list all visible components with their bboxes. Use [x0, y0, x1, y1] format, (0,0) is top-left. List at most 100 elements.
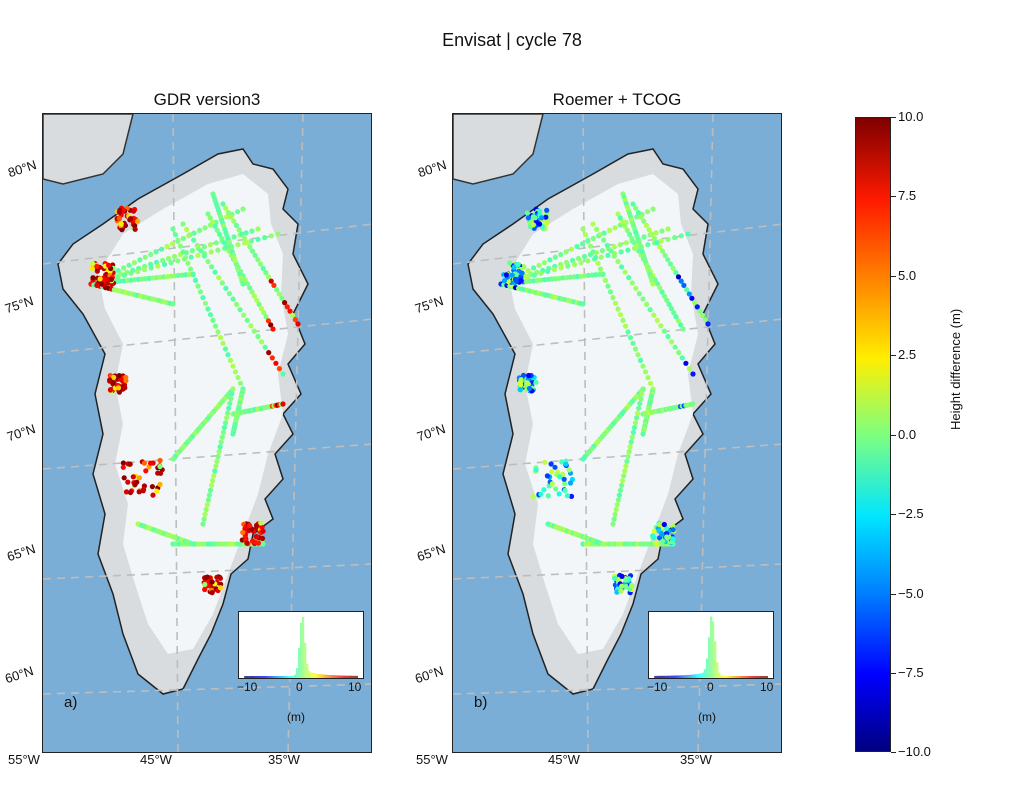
track-point: [237, 307, 243, 313]
track-point: [155, 263, 161, 269]
cluster-point: [111, 374, 117, 380]
track-point: [694, 304, 700, 310]
track-point: [164, 243, 170, 250]
track-point: [647, 307, 653, 313]
colorbar-tick-2-5: 2.5: [898, 347, 917, 362]
track-point: [295, 321, 301, 327]
track-point: [645, 209, 651, 215]
cluster-point: [154, 488, 160, 494]
track-point: [187, 232, 193, 238]
cluster-point: [116, 373, 122, 379]
cluster-point: [549, 469, 555, 475]
lat-label-80-b: 80°N: [416, 157, 449, 181]
track-point: [235, 375, 241, 381]
track-point: [579, 241, 585, 247]
track-point: [617, 242, 623, 248]
histogram-bar: [281, 676, 284, 678]
cluster-point: [556, 474, 563, 480]
track-point: [248, 323, 254, 329]
track-point: [705, 321, 711, 327]
inset-a-unit: (m): [287, 710, 305, 724]
track-point: [619, 482, 625, 488]
track-point: [216, 449, 222, 455]
histogram-bar: [306, 663, 309, 678]
histogram-bar: [310, 672, 313, 678]
track-point: [536, 262, 542, 268]
cluster-point: [250, 538, 256, 544]
track-point: [266, 350, 272, 356]
track-point: [612, 300, 619, 306]
track-point: [702, 317, 708, 323]
histogram-bar: [283, 676, 286, 678]
cluster-point: [202, 581, 208, 588]
histogram-bar: [289, 676, 292, 678]
histogram-bar: [728, 676, 731, 678]
track-point: [612, 225, 618, 231]
cluster-point: [561, 476, 567, 482]
track-point: [190, 272, 196, 278]
cluster-point: [623, 577, 629, 583]
histogram-bar: [761, 676, 764, 678]
track-point: [221, 240, 227, 246]
track-point: [628, 439, 634, 445]
histogram-bar: [716, 662, 719, 678]
track-point: [645, 375, 651, 381]
colorbar-tick-neg7-5: −7.5: [898, 665, 924, 680]
track-point: [262, 235, 268, 241]
track-point: [225, 352, 231, 358]
track-point: [684, 287, 690, 293]
track-point: [234, 301, 240, 307]
track-point: [210, 317, 216, 323]
ellesmere-island: [453, 114, 544, 185]
ellesmere-island: [43, 114, 134, 185]
cluster-point: [209, 590, 215, 596]
inset-a-tick-neg10: −10: [237, 680, 258, 694]
cluster-point: [254, 534, 260, 540]
cluster-point: [90, 261, 96, 267]
track-point: [604, 242, 610, 248]
track-point: [580, 301, 586, 307]
track-point: [633, 285, 639, 291]
track-point: [590, 235, 596, 242]
panel-letter-a: a): [64, 694, 78, 711]
histogram-bar: [666, 675, 669, 678]
track-point: [212, 223, 218, 229]
track-point: [142, 254, 148, 260]
track-point: [575, 255, 582, 262]
track-point: [551, 267, 557, 273]
track-point: [187, 266, 194, 272]
track-point: [240, 281, 246, 287]
histogram-bar: [749, 676, 752, 678]
track-point: [636, 405, 642, 411]
track-point: [170, 226, 176, 232]
track-point: [619, 264, 625, 270]
track-point: [191, 230, 197, 236]
track-point: [195, 252, 201, 258]
lat-label-70-b: 70°N: [415, 421, 448, 445]
track-point: [180, 221, 186, 227]
track-point: [608, 248, 614, 254]
track-point: [654, 240, 660, 246]
track-point: [269, 355, 275, 361]
cluster-point: [136, 489, 142, 495]
histogram-bar: [743, 676, 746, 678]
track-point: [239, 231, 245, 237]
histogram-bar: [316, 673, 319, 678]
cluster-point: [209, 579, 215, 585]
inset-b-tick-neg10: −10: [647, 680, 668, 694]
track-point: [600, 272, 606, 278]
histogram-bar: [285, 676, 288, 678]
track-point: [634, 415, 640, 421]
histogram-bar: [337, 675, 340, 678]
cluster-point: [568, 493, 575, 499]
track-point: [581, 253, 588, 260]
track-point: [195, 283, 201, 289]
histogram-bar: [273, 676, 276, 678]
track-point: [665, 333, 671, 340]
track-point: [215, 453, 221, 460]
track-point: [216, 275, 222, 281]
track-point: [148, 265, 154, 271]
track-point: [565, 263, 571, 269]
track-point: [645, 242, 651, 248]
track-point: [607, 289, 614, 295]
